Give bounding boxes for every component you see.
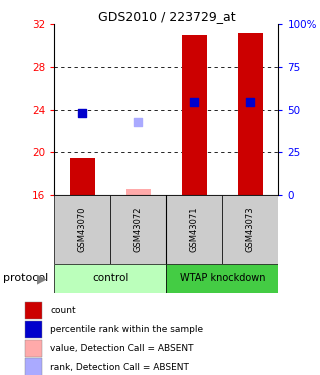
Point <box>248 99 253 105</box>
Bar <box>182 35 207 195</box>
Title: GDS2010 / 223729_at: GDS2010 / 223729_at <box>98 10 235 23</box>
Text: control: control <box>92 273 129 284</box>
Text: protocol: protocol <box>3 273 48 284</box>
Bar <box>238 33 263 195</box>
Text: count: count <box>50 306 76 315</box>
Text: value, Detection Call = ABSENT: value, Detection Call = ABSENT <box>50 344 194 353</box>
Bar <box>166 195 222 264</box>
Bar <box>70 158 95 195</box>
Bar <box>222 195 278 264</box>
Point <box>80 110 85 116</box>
Point <box>136 120 141 126</box>
Text: GSM43070: GSM43070 <box>78 207 87 252</box>
Bar <box>126 189 151 195</box>
Bar <box>110 195 166 264</box>
Text: GSM43072: GSM43072 <box>134 207 143 252</box>
Bar <box>54 264 166 292</box>
Text: percentile rank within the sample: percentile rank within the sample <box>50 325 204 334</box>
Bar <box>25 321 43 338</box>
Bar <box>25 340 43 357</box>
Bar <box>54 195 110 264</box>
Text: rank, Detection Call = ABSENT: rank, Detection Call = ABSENT <box>50 363 189 372</box>
Text: WTAP knockdown: WTAP knockdown <box>180 273 265 284</box>
Bar <box>166 264 278 292</box>
Bar <box>25 358 43 375</box>
Text: ▶: ▶ <box>37 272 46 285</box>
Text: GSM43071: GSM43071 <box>190 207 199 252</box>
Bar <box>25 302 43 319</box>
Point <box>192 99 197 105</box>
Text: GSM43073: GSM43073 <box>246 207 255 252</box>
